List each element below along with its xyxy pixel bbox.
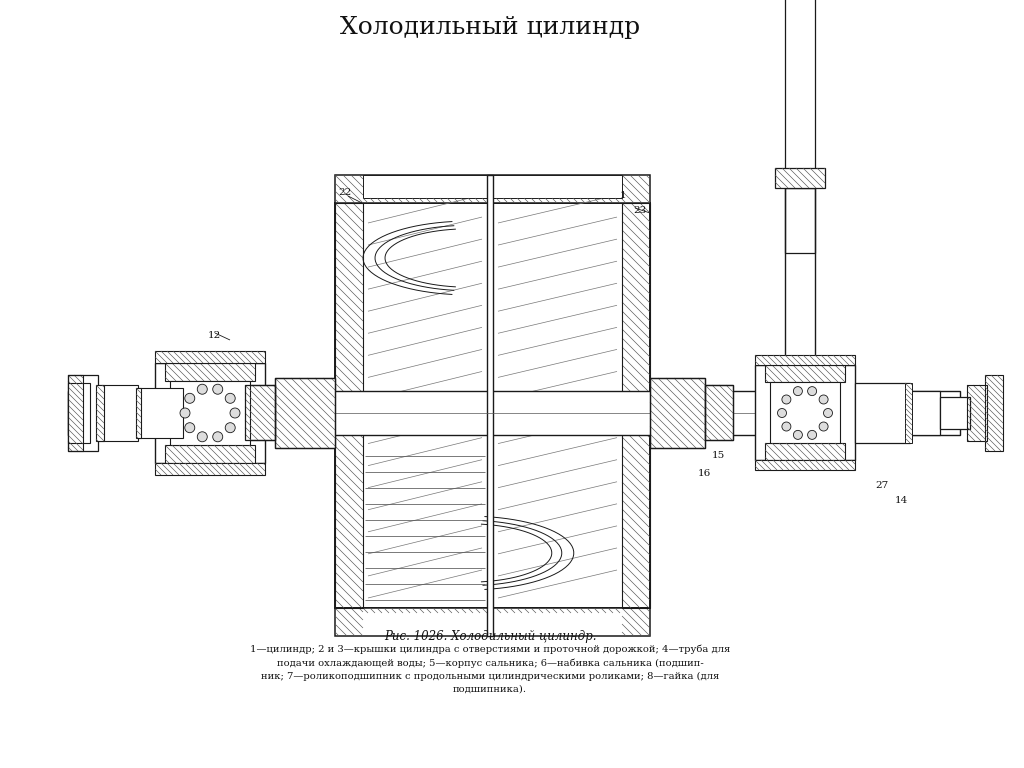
Bar: [155, 363, 265, 463]
Bar: [487, 175, 493, 636]
Circle shape: [819, 395, 828, 404]
Bar: [98, 385, 138, 441]
Text: 16: 16: [698, 469, 712, 478]
Bar: [755, 365, 855, 460]
Bar: [755, 355, 855, 365]
Circle shape: [794, 386, 803, 396]
Bar: [335, 608, 650, 636]
Circle shape: [213, 432, 223, 442]
Circle shape: [198, 432, 207, 442]
Text: 1: 1: [620, 191, 627, 200]
Bar: [155, 351, 265, 363]
Circle shape: [213, 384, 223, 394]
Bar: [68, 375, 98, 451]
Bar: [905, 383, 912, 443]
Bar: [170, 381, 250, 445]
Text: 12: 12: [208, 331, 221, 340]
Bar: [755, 460, 855, 470]
Circle shape: [230, 408, 240, 418]
Bar: [165, 445, 255, 463]
Bar: [68, 383, 90, 443]
Text: 14: 14: [895, 496, 908, 505]
Text: Рис. 1026. Холодильный цилиндр.: Рис. 1026. Холодильный цилиндр.: [384, 630, 596, 643]
Bar: [705, 385, 733, 440]
Bar: [985, 375, 1002, 451]
Circle shape: [777, 409, 786, 418]
Bar: [622, 203, 650, 608]
Bar: [68, 391, 961, 435]
Bar: [770, 382, 840, 443]
Bar: [765, 365, 845, 382]
Bar: [68, 375, 83, 451]
Circle shape: [794, 430, 803, 439]
Bar: [245, 385, 275, 440]
Bar: [940, 397, 970, 429]
Bar: [650, 378, 705, 448]
Text: 27: 27: [874, 481, 888, 490]
Bar: [364, 204, 621, 607]
Circle shape: [184, 422, 195, 432]
Bar: [165, 363, 255, 381]
Circle shape: [225, 422, 236, 432]
Bar: [335, 203, 650, 608]
Bar: [275, 378, 335, 448]
Bar: [967, 385, 987, 441]
Bar: [855, 383, 910, 443]
Circle shape: [808, 430, 816, 439]
Bar: [335, 203, 362, 608]
Bar: [775, 168, 825, 188]
Bar: [155, 463, 265, 475]
Circle shape: [819, 422, 828, 431]
Circle shape: [782, 422, 791, 431]
Circle shape: [225, 393, 236, 403]
Circle shape: [823, 409, 833, 418]
Bar: [138, 388, 183, 438]
Bar: [910, 391, 940, 435]
Bar: [136, 388, 141, 438]
Text: 15: 15: [712, 451, 725, 460]
Bar: [335, 175, 650, 203]
Circle shape: [782, 395, 791, 404]
Bar: [785, 0, 815, 253]
Circle shape: [180, 408, 190, 418]
Bar: [275, 378, 335, 448]
Text: 1—цилиндр; 2 и 3—крышки цилиндра с отверстиями и проточной дорожкой; 4—труба для: 1—цилиндр; 2 и 3—крышки цилиндра с отвер…: [250, 645, 730, 694]
Bar: [765, 443, 845, 460]
Circle shape: [198, 384, 207, 394]
Bar: [362, 175, 622, 198]
Circle shape: [184, 393, 195, 403]
Text: 23: 23: [633, 206, 646, 215]
Bar: [245, 385, 275, 440]
Circle shape: [808, 386, 816, 396]
Bar: [650, 378, 705, 448]
Bar: [96, 385, 104, 441]
Text: 22: 22: [338, 188, 351, 197]
Text: Холодильный цилиндр: Холодильный цилиндр: [340, 16, 640, 39]
Bar: [705, 385, 733, 440]
